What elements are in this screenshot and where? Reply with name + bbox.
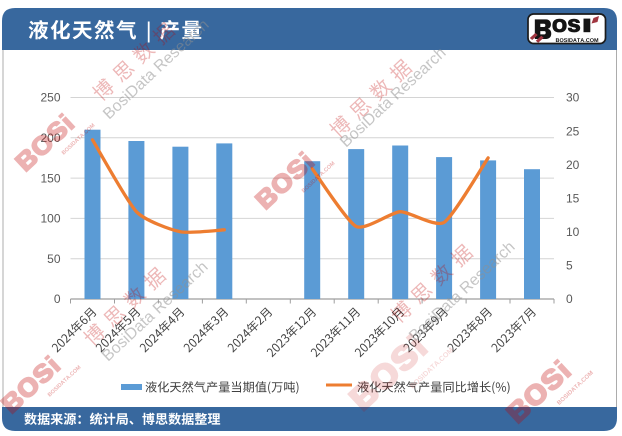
svg-text:200: 200: [40, 131, 60, 145]
svg-text:25: 25: [566, 124, 580, 138]
svg-text:0: 0: [54, 292, 61, 306]
svg-text:15: 15: [566, 191, 580, 205]
svg-text:150: 150: [40, 171, 60, 185]
svg-text:0: 0: [566, 292, 573, 306]
svg-text:100: 100: [40, 212, 60, 226]
svg-text:50: 50: [47, 252, 61, 266]
svg-text:30: 30: [566, 91, 580, 105]
svg-text:10: 10: [566, 225, 580, 239]
svg-text:250: 250: [40, 91, 60, 105]
svg-text:5: 5: [566, 259, 573, 273]
svg-text:20: 20: [566, 158, 580, 172]
